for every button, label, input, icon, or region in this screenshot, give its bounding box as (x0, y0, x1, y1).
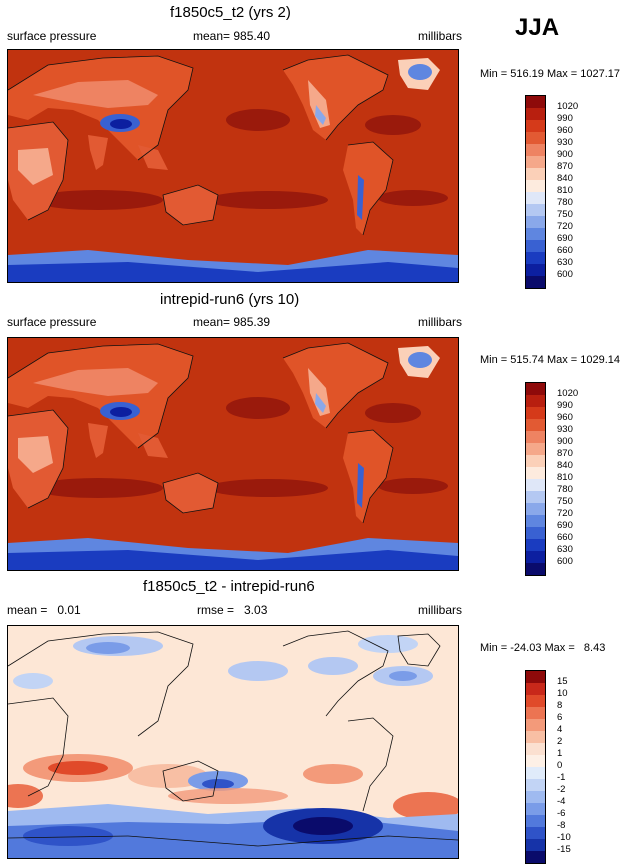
panel3-map (7, 625, 459, 859)
colorbar-tick: 810 (557, 185, 573, 196)
colorbar-tick: 990 (557, 400, 573, 411)
colorbar-tick: -10 (557, 832, 571, 843)
colorbar-tick: 600 (557, 269, 573, 280)
colorbar-tick: 780 (557, 484, 573, 495)
colorbar-tick: 1020 (557, 388, 579, 399)
colorbar-tick: 8 (557, 700, 563, 711)
colorbar-tick: 870 (557, 448, 573, 459)
colorbar-tick: -1 (557, 772, 566, 783)
colorbar-tick: 750 (557, 496, 573, 507)
colorbar-tick: 720 (557, 221, 573, 232)
colorbar-tick: 15 (557, 676, 568, 687)
panel1-colorbar (525, 95, 546, 289)
colorbar-tick: 900 (557, 149, 573, 160)
colorbar-tick: 0 (557, 760, 563, 771)
colorbar-tick: -2 (557, 784, 566, 795)
panel3-title: f1850c5_t2 - intrepid-run6 (143, 578, 315, 595)
panel1-mean-label: mean= 985.40 (193, 29, 271, 43)
colorbar-tick: -6 (557, 808, 566, 819)
colorbar-tick: 930 (557, 424, 573, 435)
colorbar-tick: 750 (557, 209, 573, 220)
colorbar-tick: 660 (557, 532, 573, 543)
panel2-title: intrepid-run6 (yrs 10) (160, 291, 300, 308)
season-label: JJA (515, 14, 560, 41)
colorbar-tick: 960 (557, 125, 573, 136)
colorbar-tick: 1020 (557, 101, 579, 112)
panel1-map (7, 49, 459, 283)
colorbar-tick: 840 (557, 460, 573, 471)
panel1-units-label: millibars (418, 29, 463, 43)
colorbar-tick: 930 (557, 137, 573, 148)
panel3-rmse-label: rmse = 3.03 (197, 603, 268, 617)
panel2-variable-label: surface pressure (7, 315, 97, 329)
panel2-units-label: millibars (418, 315, 463, 329)
colorbar-tick: 960 (557, 412, 573, 423)
colorbar-tick: 780 (557, 197, 573, 208)
colorbar-tick: 4 (557, 724, 563, 735)
panel3-mean-label: mean = 0.01 (7, 603, 81, 617)
colorbar-tick: 690 (557, 233, 573, 244)
colorbar-tick: 660 (557, 245, 573, 256)
colorbar-tick: 870 (557, 161, 573, 172)
colorbar-tick: -8 (557, 820, 566, 831)
panel1-title: f1850c5_t2 (yrs 2) (170, 4, 291, 21)
colorbar-tick: 2 (557, 736, 563, 747)
colorbar-tick: 10 (557, 688, 568, 699)
colorbar-tick: 630 (557, 544, 573, 555)
panel3-minmax: Min = -24.03 Max = 8.43 (480, 642, 606, 654)
panel2-colorbar (525, 382, 546, 576)
colorbar-tick: -15 (557, 844, 571, 855)
colorbar-tick: 630 (557, 257, 573, 268)
panel1-map-svg (8, 50, 458, 282)
panel1-variable-label: surface pressure (7, 29, 97, 43)
panel2-minmax: Min = 515.74 Max = 1029.14 (480, 354, 621, 366)
panel1-minmax: Min = 516.19 Max = 1027.17 (480, 68, 621, 80)
colorbar-tick: 990 (557, 113, 573, 124)
colorbar-tick: 1 (557, 748, 563, 759)
colorbar-tick: 810 (557, 472, 573, 483)
panel3-colorbar (525, 670, 546, 864)
panel3-units-label: millibars (418, 603, 463, 617)
colorbar-tick: -4 (557, 796, 566, 807)
panel2-mean-label: mean= 985.39 (193, 315, 271, 329)
colorbar-tick: 900 (557, 436, 573, 447)
panel3-map-svg (8, 626, 458, 858)
colorbar-tick: 6 (557, 712, 563, 723)
colorbar-tick: 600 (557, 556, 573, 567)
colorbar-tick: 720 (557, 508, 573, 519)
colorbar-tick: 690 (557, 520, 573, 531)
panel2-map-svg (8, 338, 458, 570)
panel2-map (7, 337, 459, 571)
colorbar-tick: 840 (557, 173, 573, 184)
